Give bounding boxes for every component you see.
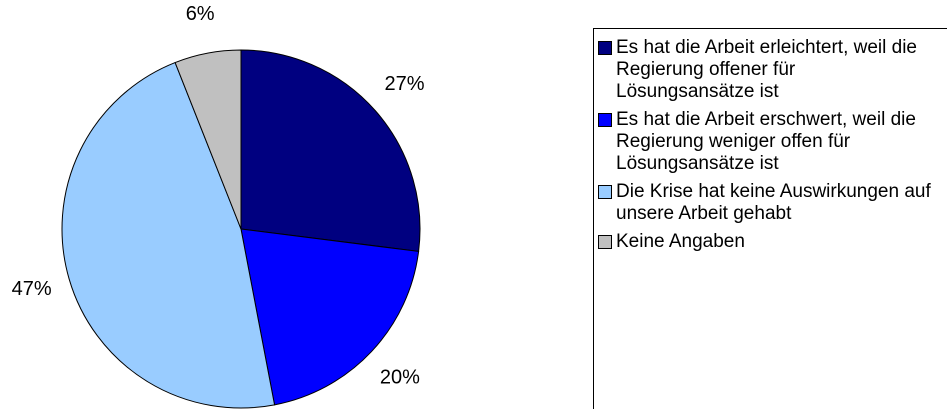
legend-swatch (598, 185, 612, 199)
legend-label: Es hat die Arbeit erleichtert, weil die … (616, 37, 917, 102)
legend-item: Keine Angaben (598, 231, 938, 253)
pie-slice (240, 228, 420, 406)
legend: Es hat die Arbeit erleichtert, weil die … (593, 28, 947, 409)
slice-label: 20% (380, 367, 420, 389)
slice-label: 27% (385, 73, 425, 95)
legend-swatch (598, 41, 612, 55)
legend-label: Es hat die Arbeit erschwert, weil die Re… (616, 109, 916, 174)
legend-label: Keine Angaben (616, 231, 745, 252)
slice-label: 6% (186, 3, 215, 25)
legend-item: Die Krise hat keine Auswirkungen auf uns… (598, 181, 938, 225)
legend-label: Die Krise hat keine Auswirkungen auf uns… (616, 181, 931, 224)
legend-swatch (598, 235, 612, 249)
slice-label: 47% (12, 278, 52, 300)
pie-slice (174, 49, 242, 230)
pie-slice (240, 49, 421, 252)
legend-swatch (598, 113, 612, 127)
legend-item: Es hat die Arbeit erleichtert, weil die … (598, 37, 938, 103)
pie-slice (61, 61, 276, 409)
pie-area: 27% 20% 47% 6% (12, 3, 425, 409)
legend-item: Es hat die Arbeit erschwert, weil die Re… (598, 109, 938, 175)
